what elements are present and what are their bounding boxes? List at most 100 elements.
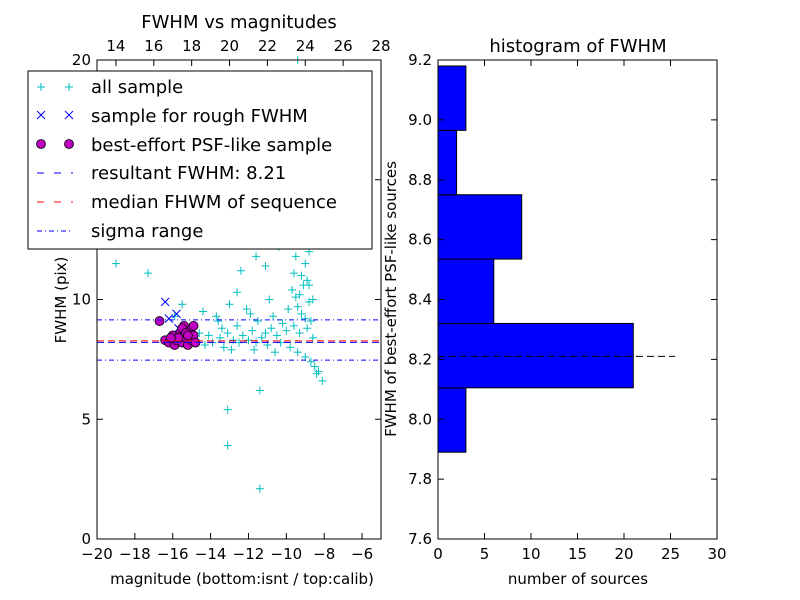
all-sample-point [301,314,310,323]
all-sample-point [306,357,315,366]
x-tick-label: −20 [81,545,113,563]
scatter-subplot: −20−18−16−14−12−10−8−6051015201416182022… [27,12,391,588]
hist-y-tick-label: 7.6 [408,530,432,548]
histogram-ticks: 0 5 10 15 20 25 30 7.6 7.8 8.0 8.2 8.4 8.6 8.8 9.0 9.2 [408,51,726,563]
hist-y-tick-label: 8.0 [408,410,432,428]
all-sample-point [295,290,304,299]
legend-label-all-sample: all sample [91,77,183,98]
all-sample-point [257,333,266,342]
hist-y-tick-label: 8.8 [408,171,432,189]
all-sample-point [303,324,312,333]
all-sample-point [282,326,291,335]
histogram-subplot: 0 5 10 15 20 25 307.67.88.08.28.48.68.89.09.2 … [382,36,727,588]
hist-y-tick-label: 8.4 [408,291,432,309]
legend-entry-psf-sample: best-effort PSF-like sample [36,135,332,156]
all-sample-point [288,285,297,294]
all-sample-point [246,309,255,318]
hist-x-tick-label: 15 [568,545,587,563]
y-tick-label: 20 [72,51,91,69]
all-sample-point [217,324,226,333]
all-sample-point [111,259,120,268]
legend-entry-all-sample: all sample [37,77,183,98]
rough-fwhm-point [172,309,181,319]
all-sample-point [306,317,315,326]
all-sample-point [278,319,287,328]
all-sample-point [238,331,247,340]
x-tick-label: −10 [271,545,303,563]
histogram-bars [437,65,634,453]
all-sample-point [301,259,310,268]
psf-sample-point [154,316,165,326]
all-sample-point [199,307,208,316]
all-sample-point [250,345,259,354]
all-sample-point [225,300,234,309]
legend-label-rough-fwhm: sample for rough FWHM [91,106,308,127]
all-sample-point [248,326,257,335]
all-sample-point [270,348,279,357]
histogram-bar [437,258,495,324]
all-sample-point [223,329,232,338]
all-sample-point [318,376,327,385]
x-tick-label: −6 [351,545,373,563]
x-tick-label: −12 [233,545,265,563]
legend-entry-median-fwhm: median FHWM of sequence [37,192,337,213]
all-sample-point [236,266,245,275]
x-tick-label: −8 [313,545,335,563]
rough-fwhm-point [160,297,170,307]
scatter-y-axis-label: FWHM (pix) [52,257,70,344]
all-sample-point [233,321,242,330]
hist-x-tick-label: 30 [707,545,726,563]
histogram-y-axis-label: FWHM of best-effort PSF-like sources [382,161,400,437]
reference-lines [97,319,381,361]
legend-entry-sigma-range: sigma range [37,221,203,242]
top-x-tick-label: 26 [334,37,353,55]
histogram-title: histogram of FWHM [489,36,666,57]
all-sample-point [267,324,276,333]
top-x-tick-label: 16 [144,37,163,55]
x-tick-label: −18 [119,545,151,563]
all-sample-point [244,336,253,345]
scatter-ticks: −20−18−16−14−12−10−8−6051015201416182022… [72,37,391,563]
hist-x-tick-label: 5 [480,545,490,563]
psf-sample-point [182,330,193,341]
psf-sample-point [188,320,199,331]
all-sample-point [229,336,238,345]
all-sample-point [261,261,270,270]
top-x-tick-label: 24 [296,37,315,55]
all-sample-point [212,312,221,321]
top-x-tick-label: 20 [220,37,239,55]
all-sample-point [291,252,300,261]
all-sample-point [303,276,312,285]
all-sample-point [200,341,209,350]
all-sample-point [308,295,317,304]
all-sample-point [227,345,236,354]
all-sample-point [178,300,187,309]
hist-y-tick-label: 9.0 [408,111,432,129]
histogram-x-axis-label: number of sources [508,570,648,588]
legend: all sample sample for rough FWHM best-ef… [27,70,373,250]
y-tick-label: 10 [72,291,91,309]
all-sample-point [242,305,251,314]
hist-x-tick-label: 10 [521,545,540,563]
hist-y-tick-label: 8.6 [408,231,432,249]
all-sample-point [219,343,228,352]
all-sample-point [252,252,261,261]
hist-x-tick-label: 20 [614,545,633,563]
scatter-title: FWHM vs magnitudes [141,12,336,33]
y-tick-label: 5 [81,410,91,428]
all-sample-point [295,329,304,338]
all-sample-point [265,295,274,304]
legend-entry-resultant-fwhm: resultant FWHM: 8.21 [37,163,286,184]
y-tick-label: 0 [81,530,91,548]
all-sample-point [223,441,232,450]
legend-label-resultant-fwhm: resultant FWHM: 8.21 [91,163,286,184]
top-x-tick-label: 22 [258,37,277,55]
all-sample-point [293,302,302,311]
all-sample-point [314,367,323,376]
legend-label-sigma-range: sigma range [91,221,203,242]
all-sample-point [214,317,223,326]
all-sample-point [310,362,319,371]
all-sample-point [289,321,298,330]
hist-y-tick-label: 9.2 [408,51,432,69]
legend-marker-plus [37,83,73,91]
